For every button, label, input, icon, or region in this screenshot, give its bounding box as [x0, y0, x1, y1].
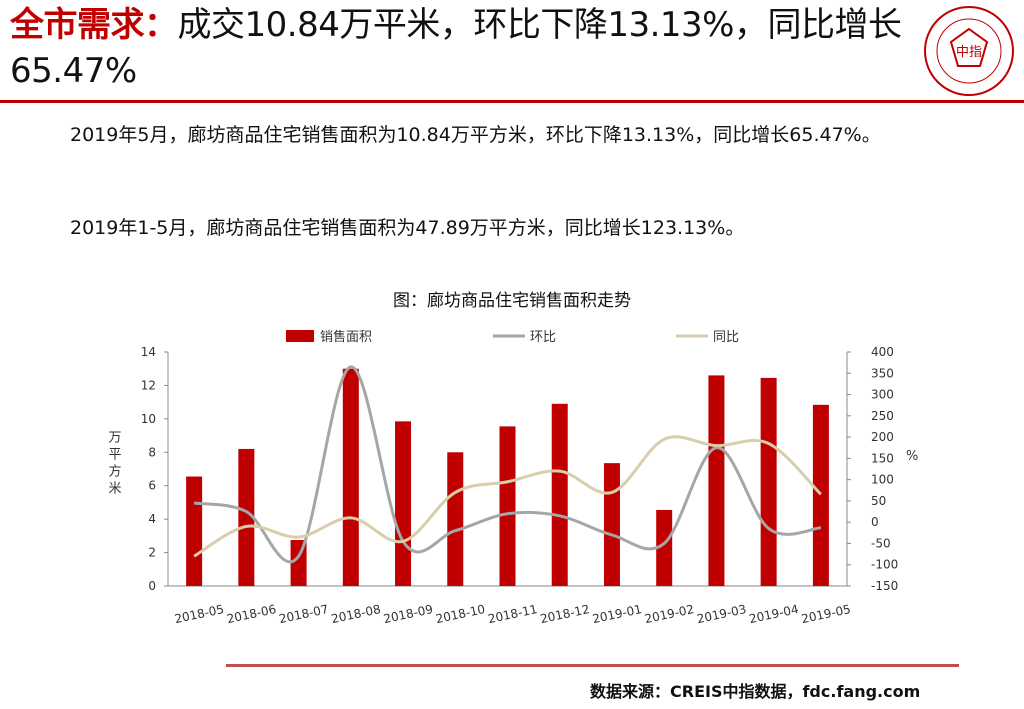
- bar-2018-12: [551, 403, 568, 586]
- y2-tick-label: 350: [871, 366, 894, 380]
- bar-2019-04: [760, 377, 777, 586]
- y-axis-label: 万平方米: [106, 430, 122, 498]
- yoy-line: [193, 435, 822, 558]
- bar-2018-09: [395, 421, 412, 586]
- bar-2018-06: [238, 448, 255, 586]
- bar-2019-02: [656, 509, 673, 586]
- bar-2018-10: [447, 452, 464, 586]
- paragraph-2: 2019年1-5月，廊坊商品住宅销售面积为47.89万平方米，同比增长123.1…: [70, 217, 745, 239]
- y2-tick-label: -150: [871, 579, 898, 593]
- y-tick-label: 4: [148, 512, 156, 526]
- y2-axis-label: %: [906, 449, 918, 464]
- x-tick-label: 2018-09: [382, 602, 434, 626]
- x-tick-label: 2018-05: [173, 602, 225, 626]
- legend-label-yoy: 同比: [713, 330, 739, 345]
- y2-tick-label: 200: [871, 430, 894, 444]
- academy-logo-icon: 中指: [924, 6, 1014, 96]
- x-tick-label: 2019-04: [748, 602, 800, 626]
- y-tick-label: 12: [141, 378, 156, 392]
- y2-tick-label: 0: [871, 515, 879, 529]
- data-source: 数据来源：CREIS中指数据，fdc.fang.com: [590, 682, 921, 701]
- x-tick-label: 2018-11: [487, 602, 539, 626]
- legend-label-mom: 环比: [530, 330, 556, 345]
- y2-tick-label: 150: [871, 451, 894, 465]
- legend-label-bar: 销售面积: [320, 329, 372, 345]
- y2-tick-label: 300: [871, 388, 894, 402]
- x-tick-label: 2019-03: [696, 602, 748, 626]
- logo-text: 中指: [956, 45, 982, 60]
- x-tick-label: 2018-10: [434, 602, 486, 626]
- y2-tick-label: 250: [871, 409, 894, 423]
- bar-2019-05: [812, 404, 829, 586]
- bar-2018-11: [499, 426, 516, 586]
- x-tick-label: 2019-02: [643, 602, 695, 626]
- title-text: 成交10.84万平米，环比下降13.13%，同比增长65.47%: [10, 5, 902, 91]
- source-divider: [226, 664, 959, 667]
- y-tick-label: 2: [148, 546, 156, 560]
- y2-tick-label: 400: [871, 345, 894, 359]
- chart-title: 图：廊坊商品住宅销售面积走势: [393, 291, 631, 311]
- bar-2019-01: [603, 463, 620, 586]
- bar-2019-03: [708, 375, 725, 586]
- bar-2018-05: [186, 476, 203, 586]
- bar-2018-08: [342, 368, 359, 586]
- title-highlight: 全市需求：: [10, 5, 178, 45]
- x-tick-label: 2019-05: [800, 602, 852, 626]
- y2-tick-label: 100: [871, 473, 894, 487]
- y-tick-label: 0: [148, 579, 156, 593]
- title-divider: [0, 100, 1024, 103]
- x-tick-label: 2018-08: [330, 602, 382, 626]
- x-tick-label: 2018-12: [539, 602, 591, 626]
- y2-tick-label: 50: [871, 494, 886, 508]
- x-tick-label: 2018-07: [278, 602, 330, 626]
- y-tick-label: 6: [148, 479, 156, 493]
- y-tick-label: 14: [141, 345, 156, 359]
- y2-tick-label: -50: [871, 536, 891, 550]
- x-tick-label: 2018-06: [226, 602, 278, 626]
- legend-swatch-bar: [286, 330, 314, 342]
- y2-tick-label: -100: [871, 558, 898, 572]
- mom-line: [193, 365, 822, 564]
- y-tick-label: 10: [141, 412, 156, 426]
- paragraph-1: 2019年5月，廊坊商品住宅销售面积为10.84万平方米，环比下降13.13%，…: [70, 124, 881, 146]
- y-tick-label: 8: [148, 445, 156, 459]
- x-tick-label: 2019-01: [591, 602, 643, 626]
- page-title: 全市需求：成交10.84万平米，环比下降13.13%，同比增长65.47%: [10, 2, 915, 94]
